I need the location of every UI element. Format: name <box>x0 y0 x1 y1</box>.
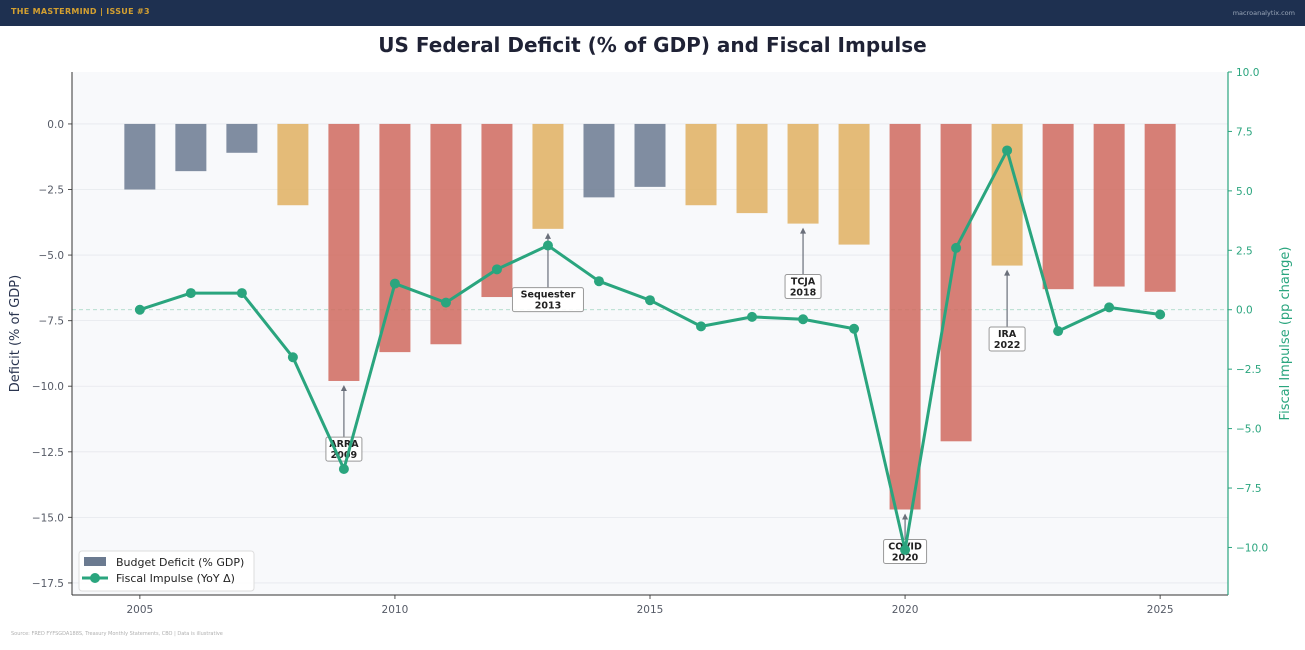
source-note: Source: FRED FYFSGDA188S, Treasury Month… <box>11 631 223 637</box>
deficit-bar <box>226 123 258 153</box>
deficit-bar <box>634 123 666 187</box>
deficit-bar <box>1042 123 1074 290</box>
top-banner: THE MASTERMIND | ISSUE #3 macroanalytix.… <box>0 0 1305 26</box>
x-tick-label: 2025 <box>1147 604 1174 616</box>
y-tick-label: −5.0 <box>39 250 65 262</box>
impulse-point <box>645 295 655 306</box>
y-right-tick-label: −10.0 <box>1236 542 1268 554</box>
deficit-bar <box>991 123 1023 266</box>
impulse-point <box>696 321 707 332</box>
y-axis-label: Deficit (% of GDP) <box>8 275 23 392</box>
deficit-bar <box>736 123 768 214</box>
deficit-bar <box>124 123 156 190</box>
deficit-bar <box>940 123 972 442</box>
annotation-label: TCJA <box>791 277 816 288</box>
y-right-tick-label: −2.5 <box>1236 364 1262 376</box>
impulse-point <box>440 297 451 308</box>
impulse-point <box>134 304 145 315</box>
annotation-box <box>784 274 822 300</box>
annotation-label: IRA <box>998 329 1017 340</box>
impulse-point <box>849 323 860 334</box>
annotation-year: 2013 <box>535 301 561 312</box>
legend-line-marker <box>90 573 100 583</box>
legend-label-deficit: Budget Deficit (% GDP) <box>116 556 244 569</box>
x-tick-label: 2015 <box>637 604 664 616</box>
y-right-tick-label: 7.5 <box>1236 126 1253 138</box>
deficit-bar <box>838 123 870 245</box>
impulse-point <box>798 314 809 325</box>
annotation-year: 2018 <box>790 288 817 299</box>
y-right-axis-label: Fiscal Impulse (pp change) <box>1278 247 1293 421</box>
annotation-arrowhead <box>544 232 551 239</box>
x-tick-label: 2010 <box>382 604 409 616</box>
impulse-point <box>1053 326 1064 337</box>
annotation-arrowhead <box>902 513 909 520</box>
annotation-label: Sequester <box>521 290 576 301</box>
legend-label-impulse: Fiscal Impulse (YoY Δ) <box>116 572 235 585</box>
impulse-point <box>747 311 758 322</box>
deficit-bar <box>430 123 462 345</box>
deficit-bar <box>328 123 360 381</box>
y-right-tick-label: 2.5 <box>1236 245 1253 257</box>
impulse-point <box>951 242 962 253</box>
y-tick-label: −2.5 <box>39 185 65 197</box>
deficit-bar <box>277 123 309 206</box>
x-tick-label: 2020 <box>892 604 919 616</box>
deficit-bar <box>685 123 717 206</box>
y-right-tick-label: 5.0 <box>1236 186 1253 198</box>
y-right-tick-label: 10.0 <box>1236 67 1259 79</box>
y-tick-label: −12.5 <box>32 447 64 459</box>
x-tick-label: 2005 <box>126 604 153 616</box>
legend-bar-swatch <box>84 557 106 566</box>
impulse-point <box>1155 309 1166 320</box>
impulse-point <box>593 276 604 287</box>
impulse-point <box>491 264 502 275</box>
deficit-bar <box>583 123 615 198</box>
y-right-tick-label: −5.0 <box>1236 424 1262 436</box>
impulse-point <box>338 464 349 475</box>
deficit-bar <box>1093 123 1125 287</box>
y-right-tick-label: 0.0 <box>1236 305 1253 317</box>
y-right-tick-label: −7.5 <box>1236 483 1262 495</box>
deficit-bar <box>532 123 564 229</box>
y-tick-label: −10.0 <box>32 381 64 393</box>
y-tick-label: −17.5 <box>32 578 64 590</box>
site-label: macroanalytix.com <box>1232 9 1295 17</box>
deficit-bar <box>175 123 207 172</box>
annotation-box <box>325 436 363 462</box>
annotation-arrowhead <box>800 227 807 234</box>
annotation-arrowhead <box>1004 269 1011 276</box>
y-tick-label: 0.0 <box>47 119 64 131</box>
impulse-point <box>236 288 247 299</box>
y-tick-label: −7.5 <box>39 316 65 328</box>
impulse-point <box>185 288 196 299</box>
deficit-bar <box>379 123 411 353</box>
annotation-year: 2020 <box>892 552 919 563</box>
impulse-point <box>542 240 553 251</box>
impulse-point <box>1104 302 1115 313</box>
deficit-bar <box>787 123 819 224</box>
impulse-point <box>900 544 911 555</box>
annotation-label: ARRA <box>329 439 359 450</box>
impulse-point <box>287 352 298 363</box>
brand-label: THE MASTERMIND | ISSUE #3 <box>11 7 150 16</box>
annotation-year: 2022 <box>994 340 1020 351</box>
deficit-bar <box>889 123 921 510</box>
impulse-point <box>389 278 400 289</box>
annotation-box <box>511 287 584 313</box>
legend-box <box>78 550 255 592</box>
deficit-bar <box>1144 123 1176 292</box>
annotation-box <box>988 326 1026 352</box>
annotation-year: 2009 <box>331 450 357 461</box>
annotation-arrowhead <box>340 384 347 391</box>
impulse-point <box>1002 145 1013 156</box>
y-tick-label: −15.0 <box>32 512 64 524</box>
chart-title: US Federal Deficit (% of GDP) and Fiscal… <box>378 33 927 57</box>
